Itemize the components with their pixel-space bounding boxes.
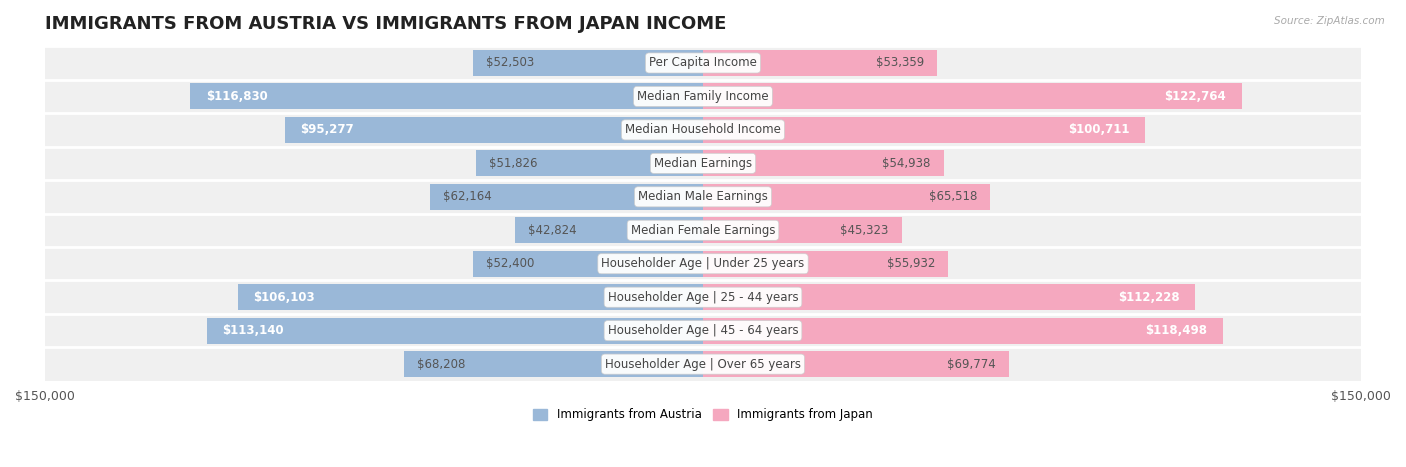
Bar (703, 217, 901, 243)
Bar (703, 284, 1195, 310)
Text: $68,208: $68,208 (418, 358, 465, 371)
Bar (45, 347, 1361, 381)
Bar (703, 50, 936, 76)
Text: Median Family Income: Median Family Income (637, 90, 769, 103)
Bar (515, 217, 703, 243)
Bar (45, 314, 1361, 347)
Bar (472, 50, 703, 76)
Text: $113,140: $113,140 (222, 324, 284, 337)
Text: $122,764: $122,764 (1164, 90, 1226, 103)
Text: Median Female Earnings: Median Female Earnings (631, 224, 775, 237)
Bar (404, 351, 703, 377)
Text: $53,359: $53,359 (876, 57, 924, 70)
Text: IMMIGRANTS FROM AUSTRIA VS IMMIGRANTS FROM JAPAN INCOME: IMMIGRANTS FROM AUSTRIA VS IMMIGRANTS FR… (45, 15, 727, 33)
Bar (45, 247, 1361, 281)
Text: Median Male Earnings: Median Male Earnings (638, 191, 768, 203)
Bar (45, 213, 1361, 247)
Text: Householder Age | 25 - 44 years: Householder Age | 25 - 44 years (607, 290, 799, 304)
Text: $52,503: $52,503 (486, 57, 534, 70)
Text: $45,323: $45,323 (841, 224, 889, 237)
Text: $55,932: $55,932 (887, 257, 935, 270)
Text: Householder Age | Over 65 years: Householder Age | Over 65 years (605, 358, 801, 371)
Text: Per Capita Income: Per Capita Income (650, 57, 756, 70)
Text: $100,711: $100,711 (1069, 123, 1129, 136)
Text: Source: ZipAtlas.com: Source: ZipAtlas.com (1274, 16, 1385, 26)
Bar (285, 117, 703, 143)
Bar (430, 184, 703, 210)
Text: $118,498: $118,498 (1146, 324, 1208, 337)
Bar (45, 46, 1361, 80)
Bar (238, 284, 703, 310)
Text: $95,277: $95,277 (301, 123, 354, 136)
Legend: Immigrants from Austria, Immigrants from Japan: Immigrants from Austria, Immigrants from… (529, 403, 877, 426)
Text: $62,164: $62,164 (443, 191, 492, 203)
Text: $51,826: $51,826 (489, 157, 537, 170)
Bar (45, 180, 1361, 213)
Text: $65,518: $65,518 (929, 191, 977, 203)
Bar (703, 351, 1010, 377)
Bar (703, 251, 949, 277)
Bar (703, 318, 1223, 344)
Text: Householder Age | Under 25 years: Householder Age | Under 25 years (602, 257, 804, 270)
Text: $52,400: $52,400 (486, 257, 534, 270)
Bar (45, 113, 1361, 147)
Bar (472, 251, 703, 277)
Bar (703, 84, 1241, 109)
Text: $106,103: $106,103 (253, 290, 315, 304)
Bar (45, 281, 1361, 314)
Text: $69,774: $69,774 (948, 358, 995, 371)
Text: Householder Age | 45 - 64 years: Householder Age | 45 - 64 years (607, 324, 799, 337)
Text: Median Earnings: Median Earnings (654, 157, 752, 170)
Bar (45, 80, 1361, 113)
Bar (475, 150, 703, 177)
Text: $116,830: $116,830 (205, 90, 267, 103)
Bar (703, 117, 1144, 143)
Text: $112,228: $112,228 (1118, 290, 1180, 304)
Bar (703, 150, 943, 177)
Bar (45, 147, 1361, 180)
Bar (190, 84, 703, 109)
Bar (207, 318, 703, 344)
Text: $42,824: $42,824 (529, 224, 576, 237)
Text: $54,938: $54,938 (883, 157, 931, 170)
Text: Median Household Income: Median Household Income (626, 123, 780, 136)
Bar (703, 184, 990, 210)
